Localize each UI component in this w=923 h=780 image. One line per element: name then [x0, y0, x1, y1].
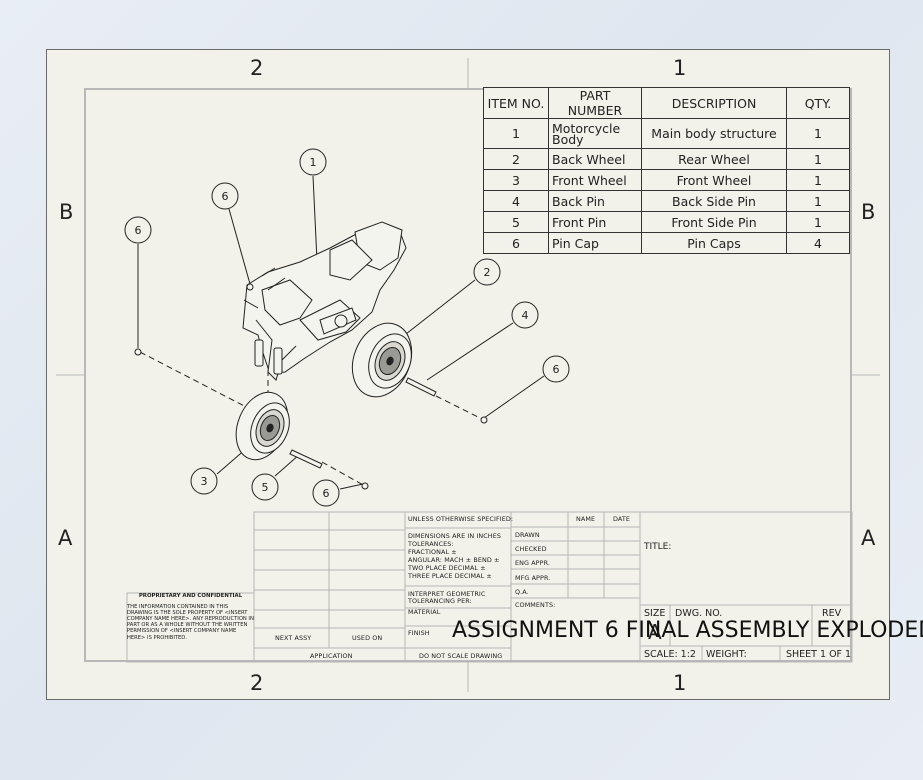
- drawing-border: [84, 88, 852, 662]
- zone-bottom-2: 2: [250, 671, 264, 695]
- rev-label: REV: [822, 608, 842, 619]
- zone-left-b: B: [59, 200, 74, 224]
- interpret-label: INTERPRET GEOMETRIC: [408, 590, 486, 598]
- bom-cell-desc: Rear Wheel: [641, 148, 787, 170]
- bom-cell-qty: 1: [786, 118, 850, 149]
- bom-cell-desc: Back Side Pin: [641, 190, 787, 212]
- bom-header-desc: DESCRIPTION: [641, 87, 787, 119]
- angular-label: ANGULAR: MACH ± BEND ±: [408, 556, 500, 564]
- title-label: TITLE:: [644, 542, 672, 552]
- bom-cell-item: 5: [483, 211, 549, 233]
- unless-specified-label: UNLESS OTHERWISE SPECIFIED:: [408, 515, 514, 523]
- date-column-label: DATE: [613, 515, 631, 523]
- drawn-label: DRAWN: [515, 531, 540, 539]
- sheet-label: SHEET 1 OF 1: [786, 649, 852, 660]
- proprietary-body: THE INFORMATION CONTAINED IN THIS DRAWIN…: [127, 604, 254, 641]
- balloon-6c: 6: [553, 363, 560, 376]
- finish-label: FINISH: [408, 629, 430, 637]
- bom-cell-item: 1: [483, 118, 549, 149]
- application-label: APPLICATION: [310, 652, 353, 660]
- balloon-1: 1: [310, 156, 317, 169]
- zone-left-a: A: [58, 526, 73, 550]
- bom-row: 2 Back Wheel Rear Wheel 1: [483, 148, 850, 170]
- bom-row: 5 Front Pin Front Side Pin 1: [483, 211, 850, 233]
- bom-cell-qty: 1: [786, 211, 850, 233]
- size-label: SIZE: [644, 608, 666, 619]
- bom-cell-desc: Front Side Pin: [641, 211, 787, 233]
- bom-cell-part: Front Wheel: [548, 169, 642, 191]
- zone-bottom-1: 1: [673, 671, 687, 695]
- zone-right-a: A: [861, 526, 876, 550]
- balloon-2: 2: [484, 266, 491, 279]
- bom-header-item: ITEM NO.: [483, 87, 549, 119]
- bom-cell-item: 2: [483, 148, 549, 170]
- bom-cell-qty: 1: [786, 148, 850, 170]
- bom-row: 3 Front Wheel Front Wheel 1: [483, 169, 850, 191]
- zone-top-1: 1: [673, 56, 687, 80]
- three-place-label: THREE PLACE DECIMAL ±: [408, 572, 492, 580]
- checked-label: CHECKED: [515, 545, 547, 553]
- used-on-label: USED ON: [352, 634, 383, 642]
- proprietary-notice: PROPRIETARY AND CONFIDENTIAL THE INFORMA…: [127, 593, 254, 661]
- zone-right-b: B: [861, 200, 876, 224]
- bom-cell-part: Back Pin: [548, 190, 642, 212]
- bom-header-row: ITEM NO. PART NUMBER DESCRIPTION QTY.: [483, 87, 850, 119]
- bom-cell-desc: Main body structure: [641, 118, 787, 149]
- comments-label: COMMENTS:: [515, 601, 556, 609]
- bill-of-materials-table: ITEM NO. PART NUMBER DESCRIPTION QTY. 1 …: [483, 87, 850, 254]
- drawing-title: ASSIGNMENT 6 FINAL ASSEMBLY EXPLODED: [452, 618, 923, 643]
- balloon-6d: 6: [323, 487, 330, 500]
- bom-cell-qty: 4: [786, 232, 850, 254]
- material-label: MATERIAL: [408, 608, 441, 616]
- eng-appr-label: ENG APPR.: [515, 559, 551, 567]
- bom-cell-qty: 1: [786, 190, 850, 212]
- dimensions-note: DIMENSIONS ARE IN INCHES: [408, 532, 501, 540]
- next-assy-label: NEXT ASSY: [275, 634, 312, 642]
- qa-label: Q.A.: [515, 588, 529, 596]
- bom-cell-part: Front Pin: [548, 211, 642, 233]
- bom-cell-part: Back Wheel: [548, 148, 642, 170]
- size-value: A: [648, 620, 662, 644]
- bom-cell-qty: 1: [786, 169, 850, 191]
- bom-row: 4 Back Pin Back Side Pin 1: [483, 190, 850, 212]
- proprietary-heading: PROPRIETARY AND CONFIDENTIAL: [138, 593, 243, 599]
- tolerancing-label: TOLERANCING PER:: [408, 597, 472, 605]
- balloon-4: 4: [522, 309, 529, 322]
- zone-top-2: 2: [250, 56, 264, 80]
- scale-label: SCALE: 1:2: [644, 649, 696, 660]
- bom-row: 1 Motorcycle Body Main body structure 1: [483, 118, 850, 149]
- bom-header-qty: QTY.: [786, 87, 850, 119]
- bom-cell-part: Pin Cap: [548, 232, 642, 254]
- bom-cell-part: Motorcycle Body: [548, 118, 642, 149]
- bom-cell-desc: Front Wheel: [641, 169, 787, 191]
- balloon-3: 3: [201, 475, 208, 488]
- mfg-appr-label: MFG APPR.: [515, 574, 551, 582]
- fractional-label: FRACTIONAL ±: [408, 548, 457, 556]
- bom-cell-item: 6: [483, 232, 549, 254]
- two-place-label: TWO PLACE DECIMAL ±: [408, 564, 486, 572]
- bom-cell-item: 3: [483, 169, 549, 191]
- bom-cell-item: 4: [483, 190, 549, 212]
- balloon-6b: 6: [135, 224, 142, 237]
- bom-row: 6 Pin Cap Pin Caps 4: [483, 232, 850, 254]
- tolerances-label: TOLERANCES:: [408, 540, 454, 548]
- weight-label: WEIGHT:: [706, 649, 747, 660]
- name-column-label: NAME: [576, 515, 596, 523]
- balloon-6a: 6: [222, 190, 229, 203]
- balloon-5: 5: [262, 481, 269, 494]
- bom-cell-desc: Pin Caps: [641, 232, 787, 254]
- bom-header-part: PART NUMBER: [548, 87, 642, 119]
- do-not-scale-label: DO NOT SCALE DRAWING: [419, 652, 503, 660]
- dwg-no-label: DWG. NO.: [675, 608, 723, 619]
